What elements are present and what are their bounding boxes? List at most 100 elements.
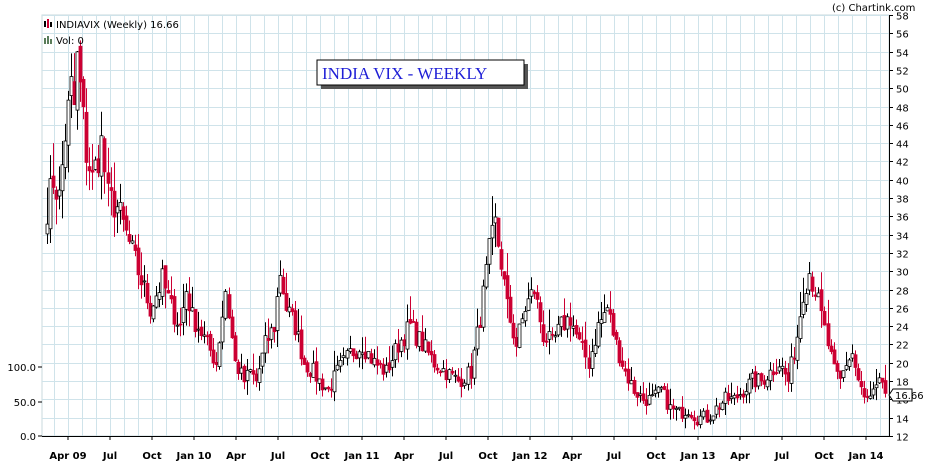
price-tick-label: 52 (896, 67, 909, 78)
x-tick-label: Oct (142, 451, 161, 462)
candle-body (556, 323, 561, 336)
candle-body (275, 296, 280, 331)
candle-body (481, 285, 486, 328)
volume-tick-label: 0.0 (20, 432, 36, 443)
candle-body (211, 349, 216, 364)
candle-body (390, 360, 395, 368)
candle-body (526, 298, 531, 311)
candle-body (208, 333, 213, 351)
candle-body (511, 322, 516, 339)
candle-body (166, 289, 171, 294)
price-tick-label: 40 (896, 177, 909, 188)
price-tick-label: 56 (896, 30, 909, 41)
candle-body (747, 378, 752, 394)
candle-body (490, 224, 495, 239)
candle-body (245, 369, 250, 381)
candle-body (251, 370, 256, 375)
candle-body (426, 341, 431, 353)
candle-body (780, 365, 785, 369)
candle-body (145, 282, 150, 304)
x-tick-label: Apr (562, 451, 582, 462)
candle-body (523, 311, 528, 322)
candle-body (487, 238, 492, 265)
candle-body (574, 325, 579, 335)
candle-body (577, 332, 582, 340)
candle-body (608, 309, 613, 315)
x-tick-label: Jan 13 (680, 451, 716, 462)
candle-body (826, 323, 831, 347)
candle-body (829, 345, 834, 352)
candle-body (862, 388, 867, 398)
candle-body (66, 99, 71, 146)
x-tick-label: Apr (226, 451, 246, 462)
candle-body (450, 370, 455, 374)
candle-body (711, 415, 716, 421)
candle-body (841, 370, 846, 378)
candle-body (78, 45, 83, 83)
price-tick-label: 58 (896, 12, 909, 23)
candle-body (87, 166, 92, 172)
candle-body (774, 372, 779, 374)
price-tick-label: 46 (896, 122, 909, 133)
candle-body (590, 351, 595, 369)
candle-body (632, 380, 637, 394)
x-tick-label: Jan 14 (848, 451, 884, 462)
candle-body (223, 291, 228, 319)
candle-body (48, 178, 53, 230)
candle-body (620, 360, 625, 367)
candle-body (611, 313, 616, 336)
candle-body (596, 322, 601, 347)
candle-body (698, 415, 703, 425)
candle-body (154, 295, 159, 308)
candle-body (462, 382, 467, 387)
price-tick-label: 36 (896, 213, 909, 224)
candle-body (671, 405, 676, 409)
candle-body (106, 172, 111, 184)
candle-body (847, 359, 852, 367)
candle-body (856, 368, 861, 381)
candle-body (260, 352, 265, 367)
candle-body (269, 327, 274, 340)
candle-body (844, 365, 849, 370)
x-tick-label: Apr 09 (49, 451, 86, 462)
candle-body (499, 249, 504, 270)
x-tick-label: Jan 10 (176, 451, 212, 462)
candle-body (614, 331, 619, 340)
candle-body (768, 369, 773, 382)
candle-body (517, 323, 522, 348)
candle-body (810, 276, 815, 292)
candle-body (142, 280, 147, 283)
candle-body (51, 175, 56, 188)
candle-body (102, 138, 107, 173)
price-tick-label: 50 (896, 85, 909, 96)
candle-body (453, 374, 458, 377)
price-tick-label: 28 (896, 287, 909, 298)
price-tick-label: 34 (896, 232, 909, 243)
candle-body (789, 356, 794, 384)
candle-body (759, 373, 764, 382)
candle-body (345, 350, 350, 359)
candle-body (121, 206, 126, 220)
candle-body (741, 393, 746, 398)
candle-body (804, 293, 809, 305)
price-tick-label: 14 (896, 415, 909, 426)
candle-body (332, 370, 337, 393)
x-tick-label: Jul (102, 451, 117, 462)
candle-body (795, 336, 800, 361)
candle-body (735, 394, 740, 399)
candle-body (593, 344, 598, 354)
candle-body (193, 308, 198, 332)
candle-body (338, 359, 343, 367)
volume-bar-icon-2 (47, 36, 49, 44)
candle-body (217, 342, 222, 367)
candle-body (832, 349, 837, 365)
candle-body (835, 362, 840, 372)
volume-bar-icon (44, 38, 46, 44)
price-tick-label: 48 (896, 104, 909, 115)
candle-body (130, 240, 135, 244)
candle-body (868, 395, 873, 399)
candle-body (777, 366, 782, 372)
symbol-label: INDIAVIX (Weekly) 16.66 (56, 20, 179, 31)
